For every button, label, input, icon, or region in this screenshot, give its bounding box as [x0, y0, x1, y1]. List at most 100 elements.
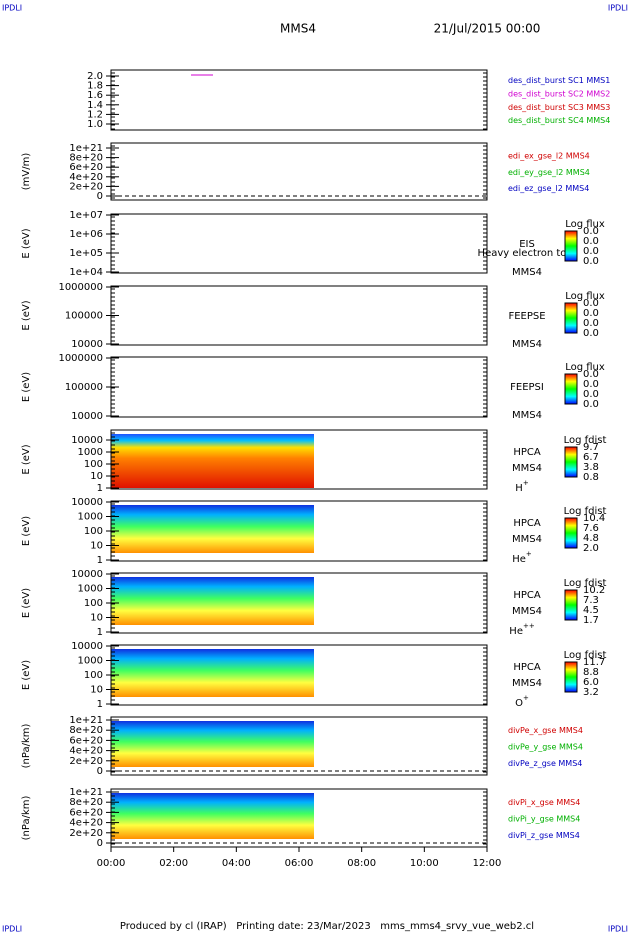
legend-entry: des_dist_burst SC4 MMS4 [508, 116, 610, 125]
colorbar-title: Log fdist [564, 650, 607, 661]
colorbar [564, 517, 578, 549]
legend-entry: divPi_y_gse MMS4 [508, 814, 580, 823]
y-tick-label: 1 [97, 699, 103, 710]
y-tick-label: 1e+07 [69, 210, 103, 221]
colorbar-label: 0.0 [583, 379, 599, 390]
y-tick-label: 1000000 [58, 282, 103, 293]
y-tick-label: 1000 [78, 512, 103, 523]
panel-frame [110, 429, 488, 490]
legend-entry: des_dist_burst SC1 MMS1 [508, 76, 610, 85]
colorbar-label: 0.0 [583, 226, 599, 237]
y-tick-label: 4e+20 [69, 172, 103, 183]
species-name: He [512, 554, 526, 565]
y-tick-label: 1000000 [58, 353, 103, 364]
y-tick-label: 1000 [78, 656, 103, 667]
x-tick-label: 12:00 [473, 858, 502, 869]
colorbar-label: 0.0 [583, 256, 599, 267]
y-axis-label: E (eV) [21, 588, 32, 618]
y-tick-label: 1.0 [87, 119, 103, 130]
title: MMS4 [280, 22, 316, 36]
y-tick-label: 10 [90, 613, 103, 624]
y-tick-label: 10 [90, 541, 103, 552]
y-tick-label: 1e+06 [69, 229, 103, 240]
legend-entry: divPi_x_gse MMS4 [508, 798, 580, 807]
y-tick-label: 10000 [71, 339, 103, 350]
y-tick-label: 6e+20 [69, 807, 103, 818]
colorbar-title: Log fdist [564, 435, 607, 446]
colorbar-label: 6.7 [583, 452, 599, 463]
y-tick-label: 8e+20 [69, 725, 103, 736]
colorbar-label: 10.4 [583, 513, 605, 524]
colorbar-label: 6.0 [583, 677, 599, 688]
y-axis-label: (nPa/km) [21, 796, 32, 841]
date: 21/Jul/2015 00:00 [434, 22, 541, 36]
y-tick-label: 1 [97, 627, 103, 638]
colorbar-label: 3.2 [583, 687, 599, 698]
y-tick-label: 1.8 [87, 81, 103, 92]
panel-frame [110, 356, 488, 418]
colorbar [564, 661, 578, 693]
instrument: MMS4 [512, 678, 542, 689]
species: H+ [515, 479, 529, 494]
panel-frame [110, 285, 488, 346]
y-tick-label: 4e+20 [69, 818, 103, 829]
legend-entry: des_dist_burst SC2 MMS2 [508, 90, 610, 99]
y-tick-label: 1e+04 [69, 267, 103, 278]
y-tick-label: 6e+20 [69, 735, 103, 746]
colorbar-label: 8.8 [583, 667, 599, 678]
colorbar [564, 589, 578, 621]
y-tick-label: 4e+20 [69, 746, 103, 757]
spectrogram [111, 577, 314, 625]
legend-entry: edi_ez_gse_l2 MMS4 [508, 184, 589, 193]
x-tick-label: 10:00 [410, 858, 439, 869]
colorbar-label: 0.0 [583, 236, 599, 247]
y-tick-label: 100 [84, 598, 103, 609]
species-name: O [515, 698, 523, 709]
y-tick-label: 100 [84, 670, 103, 681]
footer: Produced by cl (IRAP) Printing date: 23/… [120, 921, 534, 932]
legend-entry: divPe_z_gse MMS4 [508, 759, 582, 768]
colorbar [564, 302, 578, 334]
colorbar-label: 9.7 [583, 442, 599, 453]
y-tick-label: 2e+20 [69, 828, 103, 839]
y-tick-label: 1e+05 [69, 248, 103, 259]
y-axis-label: E (eV) [21, 444, 32, 474]
y-tick-label: 2e+20 [69, 181, 103, 192]
y-tick-label: 10 [90, 685, 103, 696]
instrument: MMS4 [512, 410, 542, 421]
y-tick-label: 1000 [78, 584, 103, 595]
y-tick-label: 1.6 [87, 90, 103, 101]
colorbar-label: 7.3 [583, 595, 599, 606]
colorbar-label: 0.0 [583, 318, 599, 329]
legend-entry: divPe_y_gse MMS4 [508, 742, 583, 751]
y-tick-label: 100 [84, 459, 103, 470]
colorbar-label: 11.7 [583, 657, 605, 668]
panel-frame [110, 716, 488, 776]
colorbar-label: 3.8 [583, 462, 599, 473]
species-name: He [509, 626, 523, 637]
y-tick-label: 1000 [78, 447, 103, 458]
instrument: MMS4 [512, 606, 542, 617]
legend-entry: divPe_x_gse MMS4 [508, 726, 583, 735]
x-tick-label: 00:00 [97, 858, 126, 869]
panel-frame [110, 142, 488, 201]
y-axis-label: E (eV) [21, 300, 32, 330]
y-tick-label: 1 [97, 555, 103, 566]
y-tick-label: 1.4 [87, 100, 103, 111]
y-tick-label: 1.2 [87, 109, 103, 120]
y-tick-label: 6e+20 [69, 162, 103, 173]
colorbar-title: Log fdist [564, 506, 607, 517]
colorbar-label: 0.0 [583, 246, 599, 257]
x-tick-label: 04:00 [222, 858, 251, 869]
species-charge: + [523, 694, 529, 702]
y-tick-label: 8e+20 [69, 797, 103, 808]
colorbar-title: Log flux [565, 362, 605, 373]
spectrogram [111, 434, 314, 488]
colorbar-label: 0.0 [583, 389, 599, 400]
colorbar [564, 230, 578, 262]
y-axis-label: E (eV) [21, 660, 32, 690]
y-tick-label: 1e+21 [69, 143, 103, 154]
instrument: HPCA [513, 447, 541, 458]
instrument: MMS4 [512, 463, 542, 474]
y-axis-label: E (eV) [21, 516, 32, 546]
